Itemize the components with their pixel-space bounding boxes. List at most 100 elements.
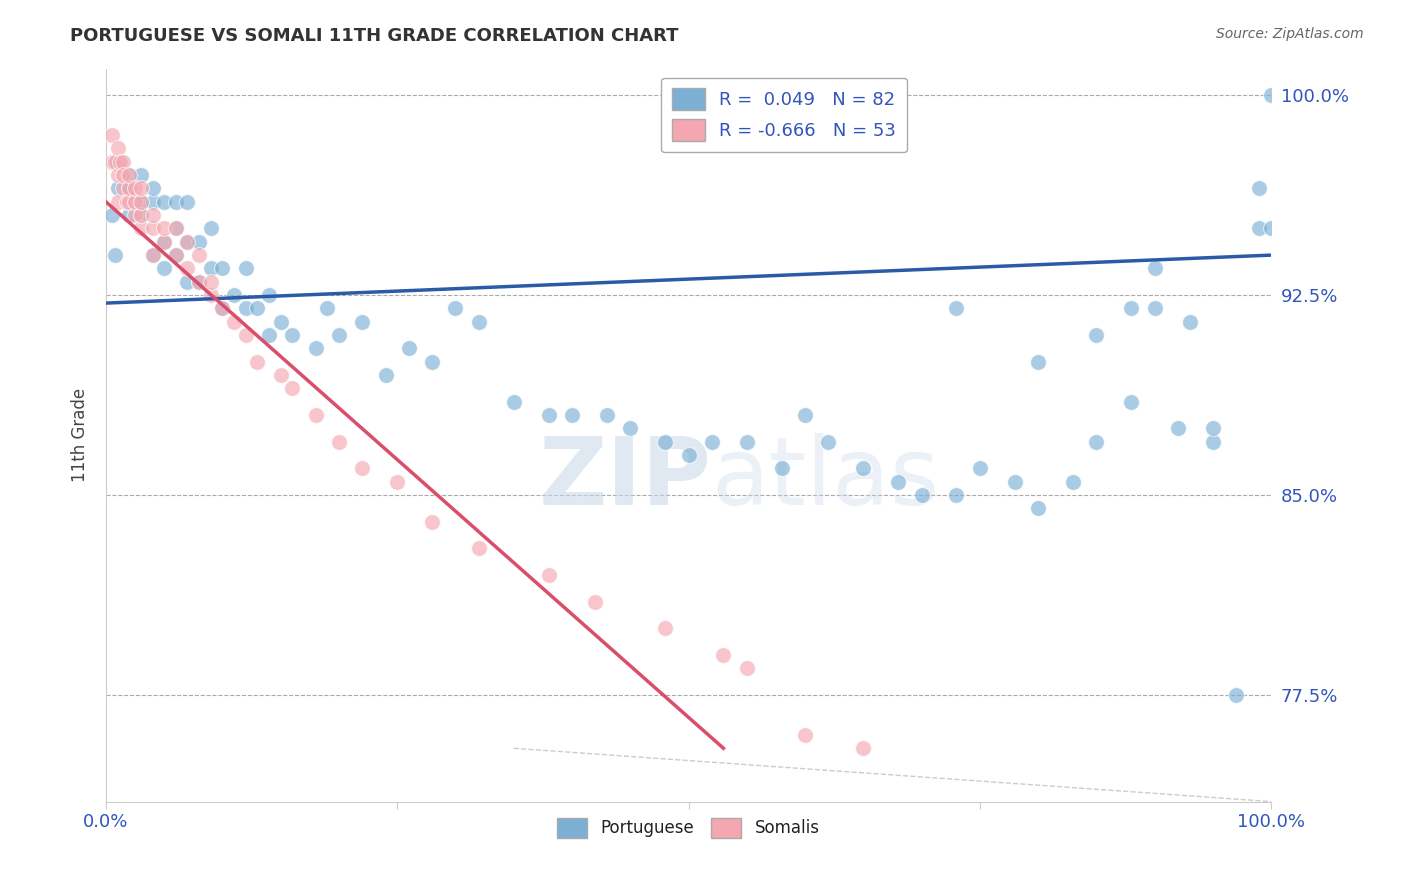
Point <box>817 434 839 449</box>
Point <box>945 488 967 502</box>
Point <box>165 221 187 235</box>
Point <box>107 141 129 155</box>
Point <box>374 368 396 382</box>
Point <box>654 434 676 449</box>
Point <box>129 208 152 222</box>
Point <box>235 301 257 316</box>
Point <box>100 208 122 222</box>
Point <box>1121 394 1143 409</box>
Point <box>176 275 198 289</box>
Point <box>188 275 211 289</box>
Point <box>165 248 187 262</box>
Point <box>129 168 152 182</box>
Point <box>583 594 606 608</box>
Point <box>235 328 257 343</box>
Point <box>107 154 129 169</box>
Point <box>1202 434 1225 449</box>
Point <box>735 434 758 449</box>
Point <box>124 194 146 209</box>
Point <box>153 235 176 249</box>
Point <box>537 408 560 422</box>
Point <box>270 368 292 382</box>
Point <box>654 621 676 635</box>
Point <box>1085 328 1108 343</box>
Point <box>1249 221 1271 235</box>
Point <box>176 235 198 249</box>
Point <box>118 181 141 195</box>
Point <box>1121 301 1143 316</box>
Point <box>1143 301 1166 316</box>
Point <box>129 194 152 209</box>
Point <box>153 235 176 249</box>
Point <box>1260 88 1282 103</box>
Point <box>1143 261 1166 276</box>
Point <box>165 248 187 262</box>
Point <box>165 194 187 209</box>
Point <box>107 181 129 195</box>
Point <box>735 661 758 675</box>
Point <box>108 154 131 169</box>
Point <box>387 475 409 489</box>
Point <box>502 394 524 409</box>
Point <box>176 261 198 276</box>
Point <box>969 461 991 475</box>
Point <box>100 128 122 143</box>
Point <box>118 194 141 209</box>
Point <box>537 568 560 582</box>
Point <box>200 275 222 289</box>
Point <box>1026 355 1049 369</box>
Point <box>246 355 269 369</box>
Point <box>619 421 641 435</box>
Point <box>129 221 152 235</box>
Point <box>468 315 491 329</box>
Point <box>1062 475 1084 489</box>
Text: atlas: atlas <box>711 433 941 525</box>
Point <box>1225 688 1247 702</box>
Legend: Portuguese, Somalis: Portuguese, Somalis <box>551 811 827 845</box>
Y-axis label: 11th Grade: 11th Grade <box>72 388 89 482</box>
Point <box>328 434 350 449</box>
Text: PORTUGUESE VS SOMALI 11TH GRADE CORRELATION CHART: PORTUGUESE VS SOMALI 11TH GRADE CORRELAT… <box>70 27 679 45</box>
Point <box>444 301 467 316</box>
Point <box>118 181 141 195</box>
Point <box>1085 434 1108 449</box>
Point <box>352 315 374 329</box>
Point <box>561 408 583 422</box>
Point <box>107 168 129 182</box>
Point <box>304 408 326 422</box>
Point <box>304 342 326 356</box>
Point <box>129 181 152 195</box>
Point <box>852 741 875 756</box>
Point <box>141 248 163 262</box>
Point <box>257 288 280 302</box>
Point <box>257 328 280 343</box>
Point <box>1167 421 1189 435</box>
Point <box>1026 501 1049 516</box>
Point <box>141 194 163 209</box>
Point <box>211 261 233 276</box>
Point <box>235 261 257 276</box>
Point <box>188 235 211 249</box>
Point <box>887 475 910 489</box>
Point <box>104 248 127 262</box>
Point <box>107 194 129 209</box>
Point <box>112 181 135 195</box>
Point <box>211 301 233 316</box>
Point <box>211 301 233 316</box>
Point <box>118 168 141 182</box>
Point <box>700 434 723 449</box>
Point <box>468 541 491 556</box>
Point <box>129 194 152 209</box>
Point <box>124 181 146 195</box>
Point <box>398 342 420 356</box>
Point <box>112 154 135 169</box>
Point <box>316 301 339 316</box>
Point <box>713 648 735 662</box>
Point <box>1178 315 1201 329</box>
Point <box>794 408 817 422</box>
Point <box>222 288 245 302</box>
Point <box>200 288 222 302</box>
Point <box>141 248 163 262</box>
Point <box>104 154 127 169</box>
Point <box>141 181 163 195</box>
